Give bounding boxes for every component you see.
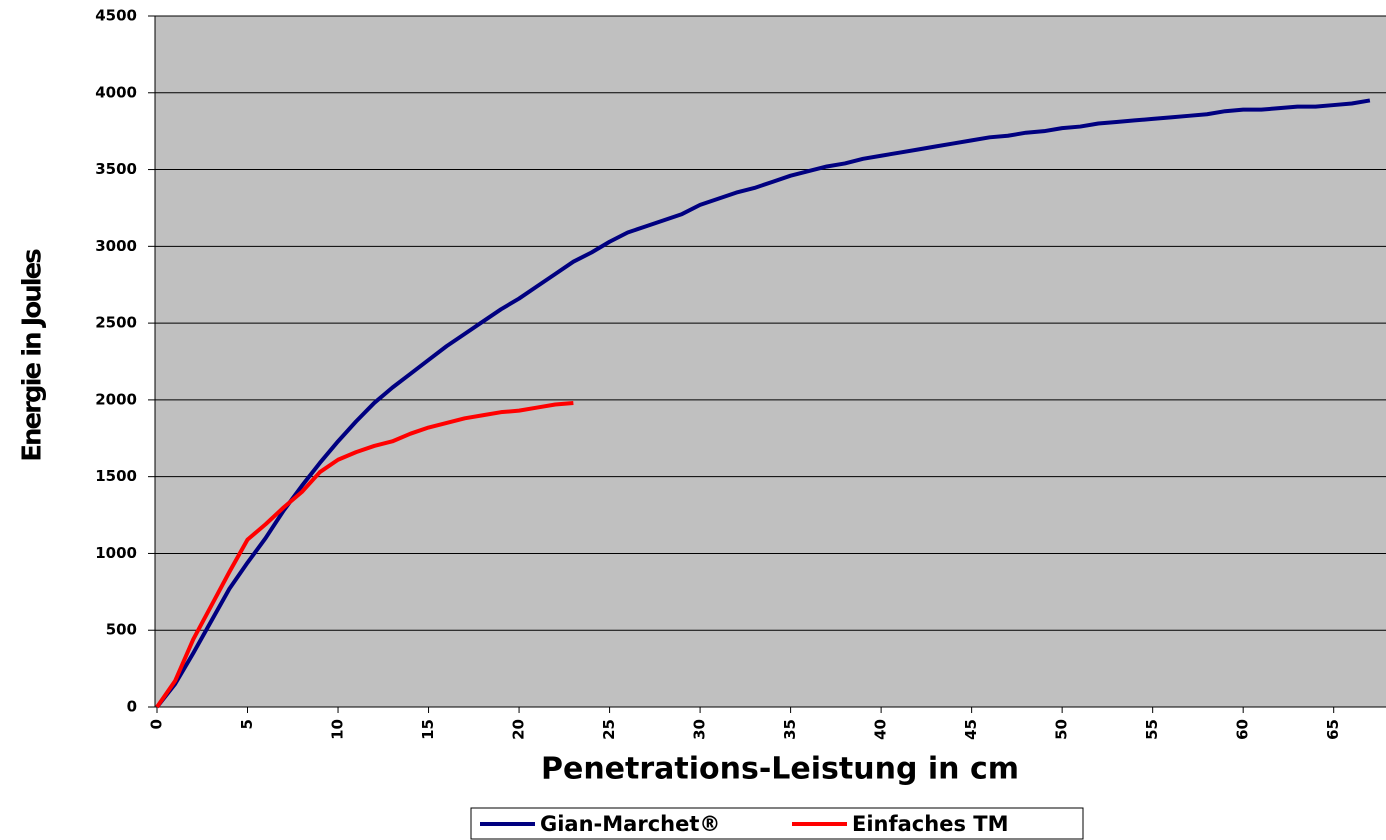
y-tick-label: 1000 <box>95 544 137 562</box>
y-tick-label: 4500 <box>95 7 137 25</box>
x-tick-label: 35 <box>781 719 799 740</box>
x-tick-label: 0 <box>148 719 166 729</box>
legend: Gian-Marchet® Einfaches TM <box>470 807 1084 840</box>
x-tick-label: 60 <box>1234 719 1252 740</box>
legend-label: Einfaches TM <box>852 812 1008 836</box>
legend-box <box>470 807 1084 840</box>
y-tick-label: 0 <box>127 698 137 716</box>
x-axis-label: Penetrations-Leistung in cm <box>541 752 1019 787</box>
x-tick-label: 5 <box>238 719 256 729</box>
y-tick-label: 4000 <box>95 83 137 101</box>
y-tick-label: 3000 <box>95 237 137 255</box>
x-tick-label: 15 <box>419 719 437 740</box>
x-tick-label: 45 <box>962 719 980 740</box>
x-tick-label: 40 <box>872 719 890 740</box>
series-line <box>155 98 1371 709</box>
y-tick-label: 1500 <box>95 467 137 485</box>
y-tick-label: 500 <box>106 621 137 639</box>
y-axis-label: Energie in Joules <box>18 249 48 462</box>
x-tick-label: 10 <box>329 719 347 740</box>
x-tick-label: 50 <box>1053 719 1071 740</box>
x-tick-label: 55 <box>1143 719 1161 740</box>
x-tick-label: 30 <box>691 719 709 740</box>
series-line <box>155 400 574 709</box>
x-tick-label: 25 <box>600 719 618 740</box>
legend-label: Gian-Marchet® <box>540 812 720 836</box>
plot-area <box>155 16 1386 707</box>
y-tick-label: 2000 <box>95 390 137 408</box>
x-tick-label: 20 <box>510 719 528 740</box>
y-tick-label: 2500 <box>95 314 137 332</box>
x-tick-label: 65 <box>1324 719 1342 740</box>
y-tick-label: 3500 <box>95 160 137 178</box>
